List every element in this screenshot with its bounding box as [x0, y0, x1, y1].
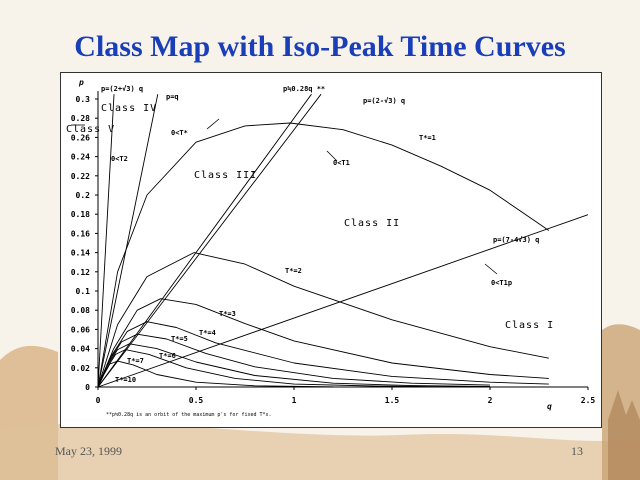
class-iii-label: Class III [194, 170, 257, 181]
iso-peak-curve [97, 349, 451, 388]
decorative-brush-bottom [0, 423, 640, 480]
iso-peak-curve [97, 333, 491, 388]
curve-label-t2: T*=2 [285, 267, 302, 275]
class-map-chart: 0 0.5 1 1.5 2 2.5 0 0.02 0.04 0.06 0.08 0.1 0.12 0.14… [66, 78, 596, 418]
iso-peak-curve [97, 321, 549, 388]
cond-t2-label: 0<T2 [111, 155, 128, 163]
x-tick-label: 0 [96, 396, 101, 405]
y-tick-label: 0.24 [71, 153, 90, 162]
y-tick-label: 0.02 [71, 364, 90, 373]
class-v-label: Class V [66, 124, 115, 135]
x-tick-label: 2 [488, 396, 493, 405]
axes: 0 0.5 1 1.5 2 2.5 0 0.02 0.04 0.06 0.08 0.1 0.12 0.14… [71, 91, 596, 405]
ray-label-2minus-sqrt3: p=(2-√3) q [363, 97, 405, 105]
chart-footnote: **p≒0.28q is an orbit of the maximum p's… [106, 412, 272, 418]
decorative-tree-right [608, 390, 640, 480]
class-iv-label: Class IV [101, 103, 157, 114]
ray-line [97, 93, 312, 388]
ray-label-7minus-4sqrt3: p=(7-4√3) q [493, 236, 539, 244]
ray-line [97, 94, 115, 388]
x-tick-label: 0.5 [189, 396, 204, 405]
y-tick-label: 0.2 [76, 191, 91, 200]
curve-label-t4: T*=4 [199, 329, 216, 337]
y-tick-label: 0.04 [71, 345, 90, 354]
y-tick-label: 0.1 [76, 287, 91, 296]
cond-t1p-label: 0<T1p [491, 279, 512, 287]
slide-page-number: 13 [571, 444, 583, 458]
y-tick-label: 0.06 [71, 325, 90, 334]
x-tick-label: 1.5 [385, 396, 400, 405]
y-axis-label: p [78, 78, 84, 87]
y-tick-label: 0.14 [71, 249, 90, 258]
curve-label-t5: T*=5 [171, 335, 188, 343]
annotation-arrows [71, 118, 498, 275]
cond-t-star-label: 0<T* [171, 129, 188, 137]
iso-peak-curve [97, 252, 549, 388]
ray-line [97, 94, 159, 388]
iso-peak-curve [97, 343, 491, 388]
ray-line [97, 93, 322, 388]
y-tick-label: 0.12 [71, 268, 90, 277]
chart-panel: 0 0.5 1 1.5 2 2.5 0 0.02 0.04 0.06 0.08 0.1 0.12 0.14… [60, 72, 602, 428]
ray-line [97, 214, 589, 388]
y-tick-label: 0.18 [71, 210, 90, 219]
curve-label-t3: T*=3 [219, 310, 236, 318]
y-tick-label: 0 [85, 383, 90, 392]
y-tick-label: 0.26 [71, 133, 90, 142]
iso-peak-curves [97, 122, 550, 388]
ray-label-2plus-sqrt3: p=(2+√3) q [101, 85, 143, 93]
class-i-label: Class I [505, 320, 554, 331]
y-tick-label: 0.16 [71, 229, 90, 238]
ray-lines [97, 93, 589, 388]
ray-label-028: p≒0.28q ** [283, 85, 325, 93]
x-tick-label: 2.5 [581, 396, 596, 405]
curve-label-t1: T*=1 [419, 134, 436, 142]
x-axis-label: q [547, 402, 552, 411]
y-tick-label: 0.22 [71, 172, 90, 181]
curve-label-t10: T*=10 [115, 376, 136, 384]
iso-peak-curve [97, 122, 550, 388]
y-tick-label: 0.28 [71, 114, 90, 123]
cond-t1-label: 0<T1 [333, 159, 350, 167]
ray-label-p-eq-q: p=q [166, 93, 179, 101]
curve-label-t6: T*=6 [159, 352, 176, 360]
iso-peak-curve [97, 360, 334, 388]
class-ii-label: Class II [344, 218, 400, 229]
iso-peak-curve [97, 298, 549, 388]
slide-date: May 23, 1999 [55, 444, 122, 458]
y-tick-label: 0.3 [76, 95, 91, 104]
x-tick-label: 1 [292, 396, 297, 405]
y-tick-label: 0.08 [71, 306, 90, 315]
slide-title: Class Map with Iso-Peak Time Curves [74, 30, 566, 63]
curve-label-t7: T*=7 [127, 357, 144, 365]
